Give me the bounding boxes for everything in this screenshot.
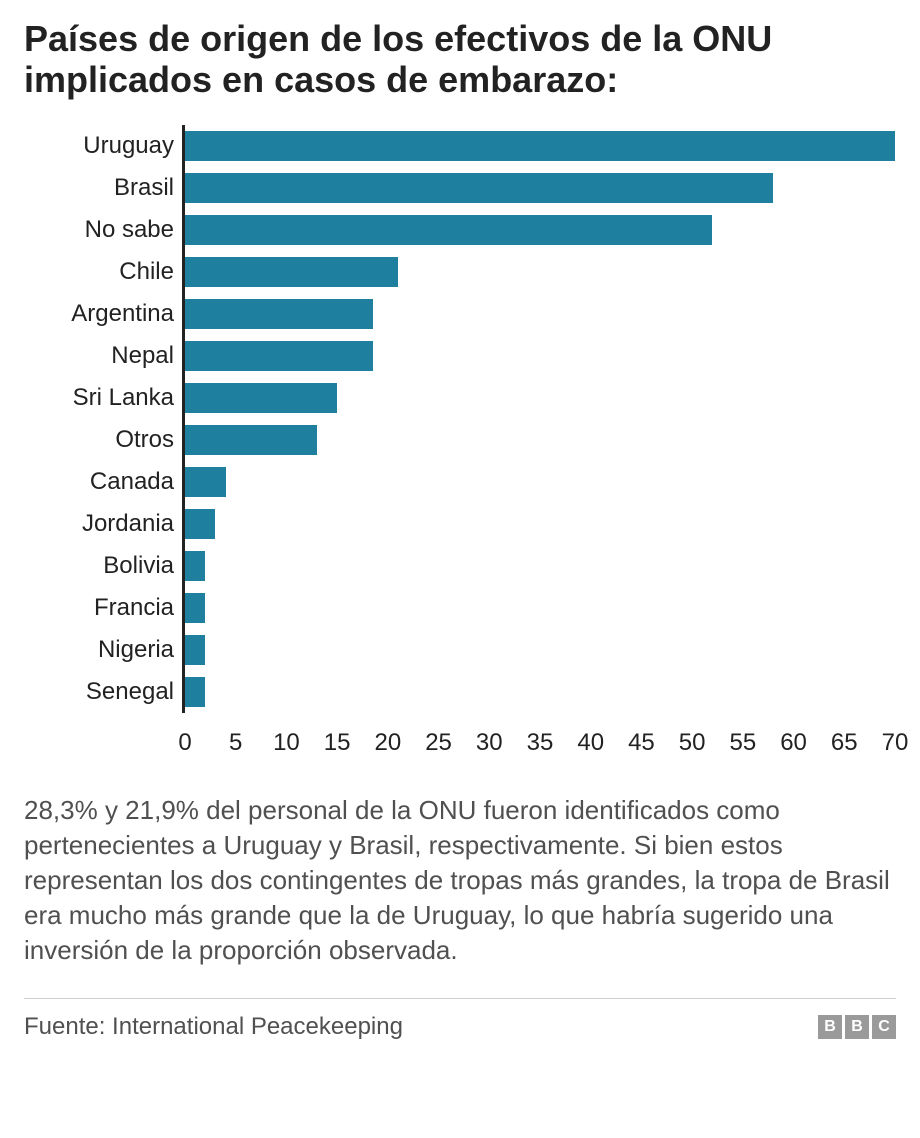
bar-row: No sabe [32, 209, 896, 251]
bar-row: Sri Lanka [32, 377, 896, 419]
bar-row: Bolivia [32, 545, 896, 587]
category-label: Brasil [32, 174, 182, 202]
bar [185, 383, 337, 413]
bar-row: Brasil [32, 167, 896, 209]
bar [185, 341, 373, 371]
bar [185, 509, 215, 539]
bbc-logo-box: C [872, 1015, 896, 1039]
footer-divider [24, 998, 896, 999]
category-label: Sri Lanka [32, 384, 182, 412]
bar-row: Nepal [32, 335, 896, 377]
x-axis: 0510152025303540455055606570 [32, 729, 896, 759]
source-label: Fuente: International Peacekeeping [24, 1013, 403, 1041]
bar-row: Senegal [32, 671, 896, 713]
bar-row: Chile [32, 251, 896, 293]
bar [185, 593, 205, 623]
bar [185, 173, 773, 203]
x-tick-label: 20 [374, 729, 401, 757]
x-tick-label: 65 [831, 729, 858, 757]
x-tick-label: 25 [425, 729, 452, 757]
category-label: No sabe [32, 216, 182, 244]
category-label: Francia [32, 594, 182, 622]
x-tick-label: 10 [273, 729, 300, 757]
bar-row: Nigeria [32, 629, 896, 671]
x-tick-label: 5 [229, 729, 242, 757]
x-tick-label: 35 [527, 729, 554, 757]
bar [185, 257, 398, 287]
x-tick-label: 15 [324, 729, 351, 757]
x-tick-label: 55 [729, 729, 756, 757]
bar-row: Francia [32, 587, 896, 629]
bar [185, 215, 712, 245]
category-label: Chile [32, 258, 182, 286]
bar-row: Argentina [32, 293, 896, 335]
bbc-logo: BBC [818, 1015, 896, 1039]
bar [185, 299, 373, 329]
category-label: Otros [32, 426, 182, 454]
x-tick-label: 45 [628, 729, 655, 757]
bbc-logo-box: B [818, 1015, 842, 1039]
x-tick-label: 50 [679, 729, 706, 757]
chart-description: 28,3% y 21,9% del personal de la ONU fue… [24, 793, 896, 968]
category-label: Argentina [32, 300, 182, 328]
bar [185, 677, 205, 707]
category-label: Canada [32, 468, 182, 496]
category-label: Bolivia [32, 552, 182, 580]
bar [185, 131, 895, 161]
bar-chart: Uruguay Brasil No sabe Chile Argentina Nepal S… [32, 125, 896, 759]
bar-row: Canada [32, 461, 896, 503]
x-tick-label: 0 [178, 729, 191, 757]
category-label: Uruguay [32, 132, 182, 160]
bar [185, 551, 205, 581]
category-label: Jordania [32, 510, 182, 538]
x-tick-label: 40 [577, 729, 604, 757]
category-label: Nepal [32, 342, 182, 370]
bar [185, 425, 317, 455]
bar-row: Uruguay [32, 125, 896, 167]
bar [185, 467, 226, 497]
bar-row: Jordania [32, 503, 896, 545]
bar [185, 635, 205, 665]
bbc-logo-box: B [845, 1015, 869, 1039]
x-tick-label: 70 [882, 729, 909, 757]
bar-row: Otros [32, 419, 896, 461]
x-tick-label: 30 [476, 729, 503, 757]
category-label: Senegal [32, 678, 182, 706]
x-tick-label: 60 [780, 729, 807, 757]
category-label: Nigeria [32, 636, 182, 664]
chart-title: Países de origen de los efectivos de la … [24, 18, 896, 101]
